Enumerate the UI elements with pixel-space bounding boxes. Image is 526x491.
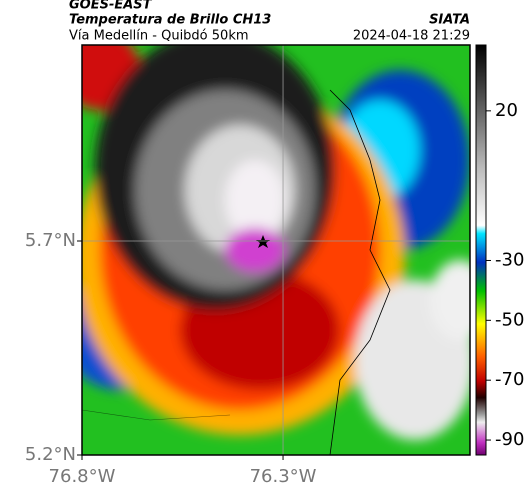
satellite-image — [82, 45, 470, 455]
location-marker — [256, 235, 270, 248]
colorbar-tick-label: -30 — [495, 249, 524, 270]
colorbar-tick-label: -90 — [495, 429, 524, 450]
x-tick-label: 76.3°W — [250, 466, 317, 487]
product: Temperatura de Brillo CH13 — [69, 13, 271, 28]
y-tick-label: 5.2°N — [25, 444, 76, 465]
map-frame — [81, 44, 471, 456]
x-tick-label: 76.8°W — [49, 466, 116, 487]
colorbar-tick-label: -70 — [495, 369, 524, 390]
colorbar-tick-label: 20 — [495, 100, 518, 121]
agency: SIATA — [429, 13, 470, 28]
source: GOES-EAST — [69, 0, 153, 13]
y-tick-label: 5.7°N — [25, 230, 76, 251]
region: Vía Medellín - Quibdó 50km — [69, 29, 249, 44]
colorbar — [475, 44, 487, 456]
datetime: 2024-04-18 21:29 — [353, 29, 470, 44]
colorbar-tick-label: -50 — [495, 309, 524, 330]
